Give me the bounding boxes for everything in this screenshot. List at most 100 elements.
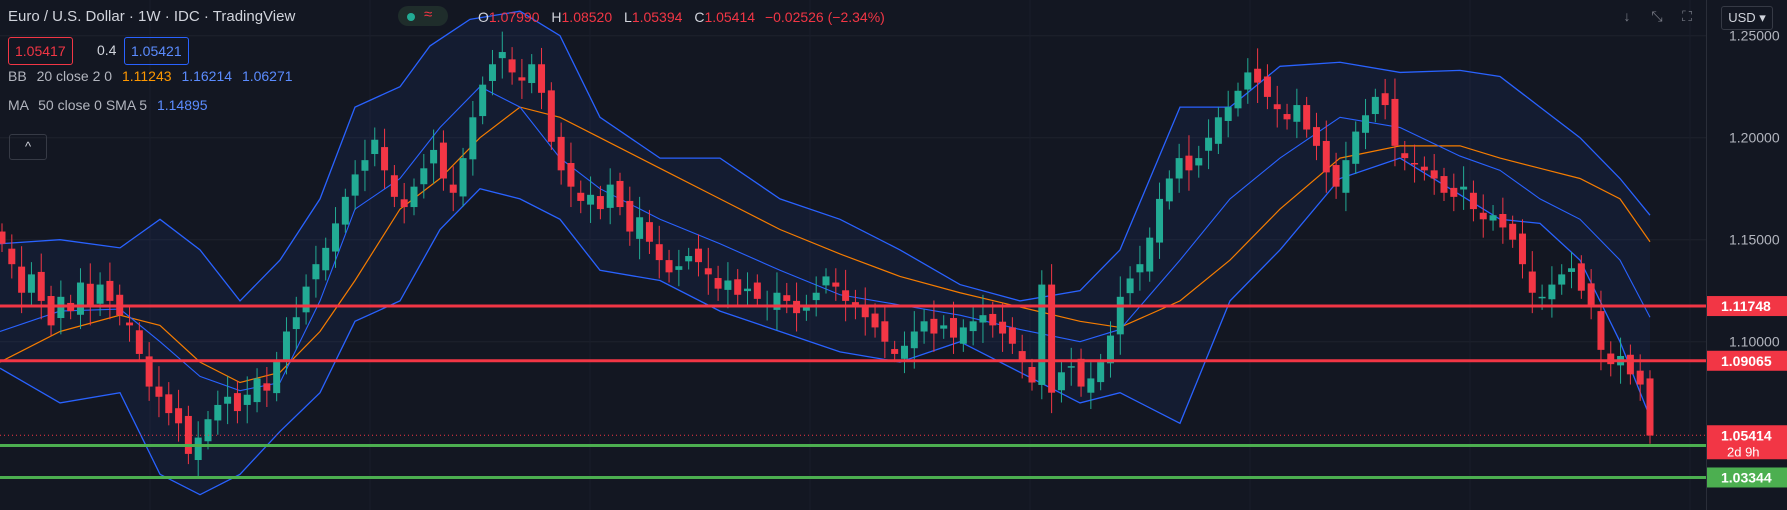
price-tick-label: 1.10000 [1729,334,1780,350]
candle [538,47,546,110]
candle-body [645,222,653,242]
candle-body [459,158,467,197]
candle-body [606,184,614,208]
candle [361,139,369,192]
candle [636,196,644,260]
candle-body [1195,158,1203,166]
candle [224,376,232,425]
candle-body [1008,327,1016,344]
candle [106,262,114,320]
candle [204,411,212,450]
candle [881,304,889,359]
candle [1273,85,1281,128]
candle [714,265,722,301]
candle-body [1528,271,1536,293]
candle [410,178,418,216]
candle-body [1067,366,1075,368]
candle [547,82,555,150]
bb-basis-value: 1.11243 [121,68,172,84]
candle [145,342,153,401]
indicator-ma[interactable]: MA 50 close 0 SMA 5 1.14895 [8,97,208,113]
candle [1558,264,1566,295]
candle [685,247,693,270]
indicator-bb[interactable]: BB 20 close 2 0 1.11243 1.16214 1.06271 [8,68,293,84]
candle [557,122,565,185]
candle [1185,135,1193,191]
candle [469,100,477,176]
candle [1008,317,1016,354]
candle [577,180,585,214]
candle [1430,154,1438,195]
symbol-title[interactable]: Euro / U.S. Dollar · 1W · IDC · TradingV… [8,8,296,25]
candle [1077,348,1085,397]
candle-body [1499,213,1507,228]
candle [135,322,143,363]
candle-body [1558,274,1566,285]
candle-body [1342,160,1350,193]
candle [488,49,496,96]
candle-body [390,175,398,197]
buy-button[interactable]: 1.05421 [124,37,189,65]
candle [665,249,673,283]
candle-body [322,247,330,271]
currency-label: USD [1728,10,1756,25]
candle-body [145,356,153,387]
candle [832,268,840,301]
candle [1087,362,1095,410]
candle [930,300,938,352]
candle-body [194,437,202,461]
candle-body [233,393,241,412]
candle-body [1048,284,1056,393]
download-icon[interactable]: ↓ [1623,8,1631,24]
market-status[interactable]: ≈ [398,6,448,26]
candle-body [37,271,45,301]
candle [528,54,536,94]
candle-body [783,295,791,301]
candle-body [959,327,967,344]
candle-body [891,349,899,354]
candle-body [1018,351,1026,363]
candle [1018,334,1026,379]
candle-body [126,322,134,326]
candle-body [263,383,271,391]
price-level-label-bg [1707,467,1787,488]
candle-body [1322,140,1330,173]
candle [37,253,45,320]
candle-body [1362,115,1370,133]
candle-body [1371,96,1379,115]
candle-body [1587,283,1595,305]
sell-button[interactable]: 1.05417 [8,37,73,65]
candle-body [1303,105,1311,130]
price-chart[interactable] [0,0,1706,510]
candle-body [802,304,810,311]
change-value: −0.02526 (−2.34%) [764,9,885,25]
currency-select[interactable]: USD ▾ [1721,6,1773,30]
candle-body [1146,237,1154,272]
candle-body [832,282,840,287]
candle-body [900,345,908,359]
candle-body [577,192,585,201]
candle [449,166,457,212]
collapse-icon[interactable]: ⤡ [1651,8,1663,24]
collapse-legend-button[interactable]: ^ [9,134,47,160]
candle [1450,173,1458,212]
candle-body [410,186,418,208]
candle-body [273,360,281,394]
low-label: L [624,9,632,25]
candle-body [96,284,104,304]
candle-body [920,321,928,332]
candle-body [1116,296,1124,335]
candle [1469,180,1477,222]
candle-body [8,248,16,265]
candle [1626,344,1634,385]
open-value: 1.07990 [488,9,540,25]
candle-body [1332,165,1340,187]
candle-body [969,321,977,332]
candle-body [704,268,712,275]
candle-body [616,180,624,208]
price-axis[interactable]: 1.25000 1.20000 1.15000 1.10000 1.11748 1.090… [1706,0,1787,510]
candle-body [528,64,536,84]
candle [1548,266,1556,318]
candle-body [685,256,693,262]
fullscreen-icon[interactable]: ⛶ [1682,8,1692,24]
